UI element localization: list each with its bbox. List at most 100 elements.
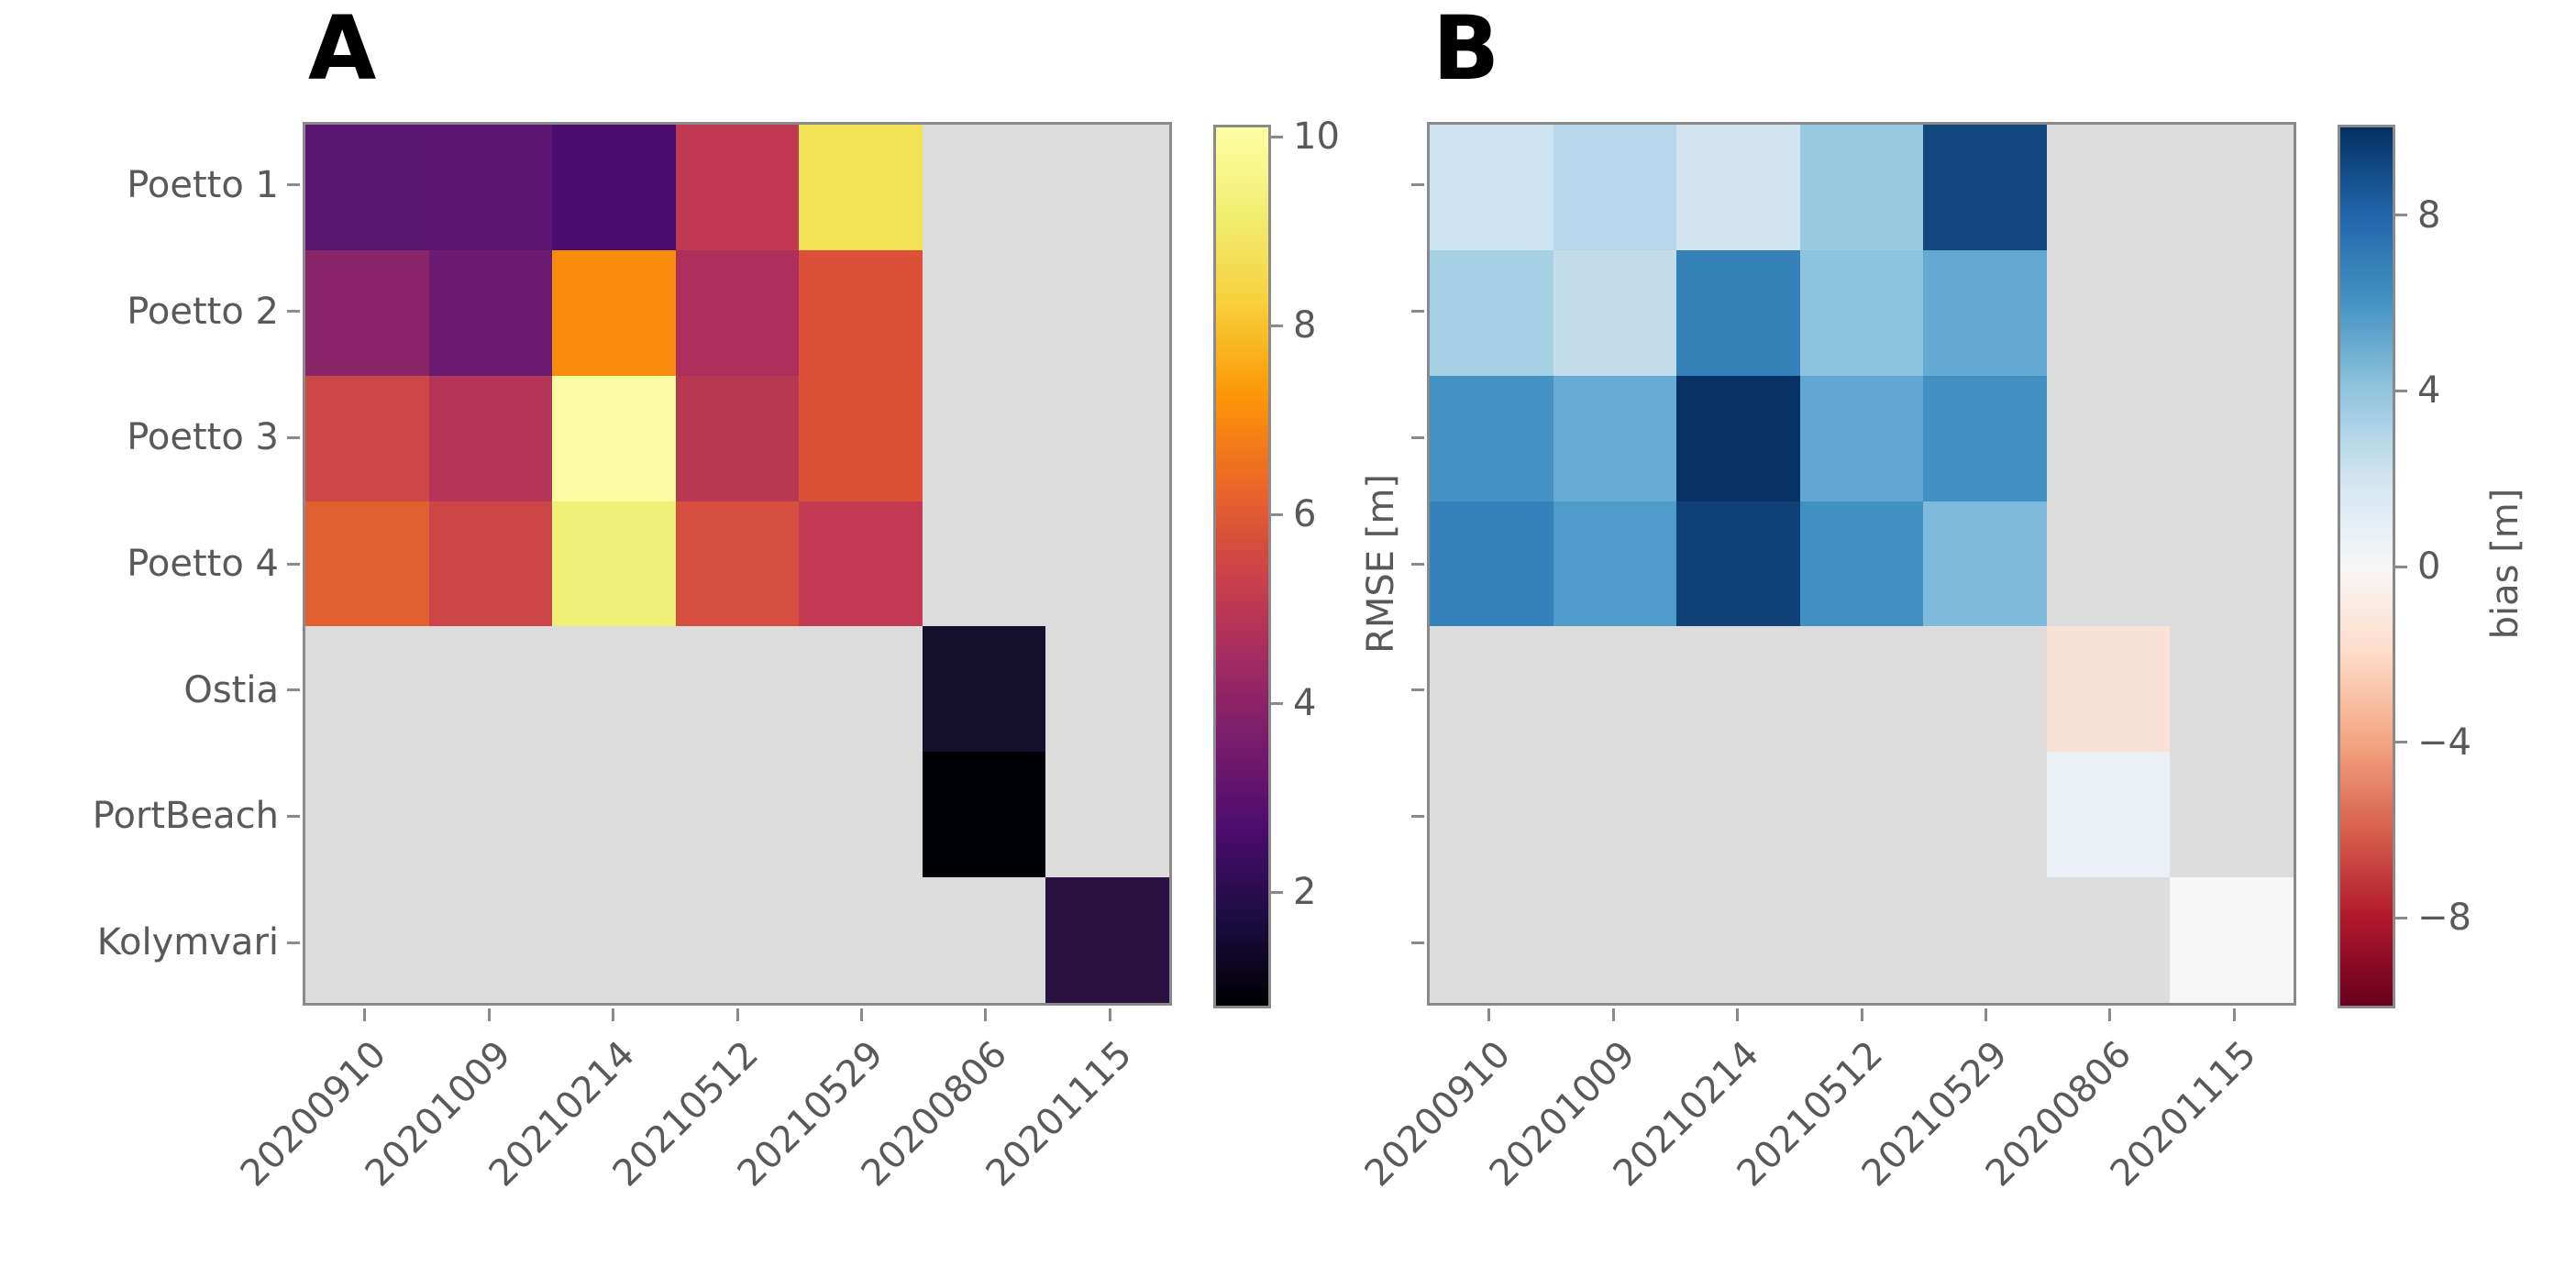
heatmap-cell xyxy=(1799,249,1924,376)
y-tick xyxy=(287,435,300,439)
heatmap-cell xyxy=(2170,249,2294,376)
heatmap-cell xyxy=(1799,877,1924,1003)
heatmap-cell xyxy=(1676,626,1800,753)
heatmap-cell xyxy=(2170,501,2294,627)
y-axis-label: Ostia xyxy=(183,668,279,711)
heatmap-cell xyxy=(675,752,800,878)
heatmap-cell xyxy=(922,375,1046,501)
y-tick xyxy=(287,814,300,818)
heatmap-cell xyxy=(552,626,676,753)
heatmap-cell xyxy=(1430,375,1553,501)
colorbar-a-label: RMSE [m] xyxy=(1360,474,1402,654)
heatmap-cell xyxy=(1676,501,1800,627)
heatmap-cell xyxy=(675,626,800,753)
colorbar-tick-label: 4 xyxy=(2417,369,2441,413)
y-tick xyxy=(1411,814,1424,818)
heatmap-a xyxy=(303,122,1172,1006)
heatmap-b xyxy=(1427,122,2296,1006)
heatmap-cell xyxy=(799,626,923,753)
colorbar-tick xyxy=(2395,916,2407,919)
heatmap-cell xyxy=(1799,501,1924,627)
heatmap-cell xyxy=(1799,626,1924,753)
y-axis-label: Poetto 2 xyxy=(127,290,279,333)
heatmap-cell xyxy=(922,249,1046,376)
heatmap-cell xyxy=(1045,626,1169,753)
heatmap-cell xyxy=(799,249,923,376)
colorbar-b xyxy=(2338,125,2395,1008)
heatmap-cell xyxy=(305,249,429,376)
heatmap-cell xyxy=(922,752,1046,878)
colorbar-tick-label: 10 xyxy=(1293,116,1340,159)
heatmap-cell xyxy=(2046,375,2171,501)
x-tick xyxy=(1611,1008,1615,1021)
heatmap-cell xyxy=(552,752,676,878)
colorbar-tick-label: 2 xyxy=(1293,871,1317,914)
heatmap-cell xyxy=(305,125,429,250)
heatmap-cell xyxy=(1923,249,2047,376)
heatmap-cell xyxy=(1430,752,1553,878)
y-tick xyxy=(1411,562,1424,566)
heatmap-cell xyxy=(1553,626,1677,753)
y-tick xyxy=(1411,435,1424,439)
colorbar-tick-label: 0 xyxy=(2417,545,2441,588)
heatmap-cell xyxy=(552,375,676,501)
heatmap-cell xyxy=(1923,501,2047,627)
heatmap-cell xyxy=(1045,501,1169,627)
x-tick xyxy=(487,1008,491,1021)
y-axis-label: Poetto 1 xyxy=(127,163,279,206)
colorbar-tick xyxy=(1271,890,1283,894)
panel-a-title: A xyxy=(308,0,377,100)
heatmap-cell xyxy=(1553,125,1677,250)
heatmap-cell xyxy=(428,752,553,878)
heatmap-cell xyxy=(2046,877,2171,1003)
heatmap-cell xyxy=(1923,125,2047,250)
x-tick xyxy=(1860,1008,1863,1021)
colorbar-tick-label: 8 xyxy=(1293,304,1317,347)
heatmap-cell xyxy=(1676,877,1800,1003)
heatmap-cell xyxy=(922,877,1046,1003)
heatmap-cell xyxy=(799,752,923,878)
heatmap-cell xyxy=(1923,752,2047,878)
colorbar-tick-label: 6 xyxy=(1293,493,1317,536)
heatmap-cell xyxy=(1923,375,2047,501)
colorbar-tick xyxy=(2395,741,2407,744)
heatmap-cell xyxy=(675,877,800,1003)
heatmap-cell xyxy=(428,877,553,1003)
y-tick xyxy=(287,183,300,187)
heatmap-cell xyxy=(1430,877,1553,1003)
y-axis-label: Poetto 4 xyxy=(127,542,279,585)
heatmap-cell xyxy=(305,375,429,501)
x-tick xyxy=(1736,1008,1740,1021)
y-tick xyxy=(287,941,300,944)
heatmap-cell xyxy=(675,375,800,501)
heatmap-cell xyxy=(1553,877,1677,1003)
heatmap-cell xyxy=(1045,877,1169,1003)
heatmap-cell xyxy=(2046,626,2171,753)
colorbar-tick-label: −8 xyxy=(2417,897,2471,940)
heatmap-cell xyxy=(922,626,1046,753)
heatmap-cell xyxy=(1923,626,2047,753)
heatmap-cell xyxy=(428,249,553,376)
heatmap-cell xyxy=(305,626,429,753)
heatmap-cell xyxy=(1799,125,1924,250)
heatmap-cell xyxy=(305,752,429,878)
heatmap-cell xyxy=(305,501,429,627)
y-tick xyxy=(1411,688,1424,692)
colorbar-tick-label: −4 xyxy=(2417,721,2471,764)
colorbar-tick-label: 4 xyxy=(1293,682,1317,725)
y-tick xyxy=(1411,941,1424,944)
heatmap-cell xyxy=(552,501,676,627)
heatmap-cell xyxy=(1553,375,1677,501)
heatmap-cell xyxy=(305,877,429,1003)
colorbar-tick-label: 8 xyxy=(2417,193,2441,237)
heatmap-cell xyxy=(428,375,553,501)
y-tick xyxy=(287,562,300,566)
heatmap-cell xyxy=(2046,501,2171,627)
heatmap-cell xyxy=(1676,125,1800,250)
heatmap-cell xyxy=(1045,125,1169,250)
x-tick xyxy=(2108,1008,2112,1021)
heatmap-cell xyxy=(1045,752,1169,878)
x-tick xyxy=(363,1008,367,1021)
heatmap-cell xyxy=(2170,626,2294,753)
